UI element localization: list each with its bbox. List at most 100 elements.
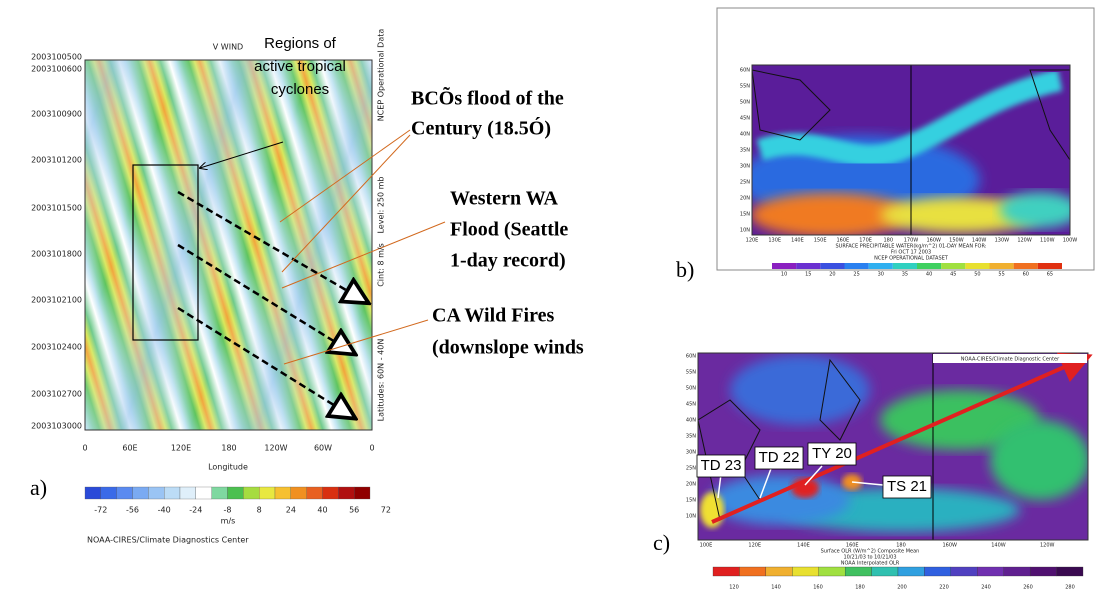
pointer <box>281 221 446 289</box>
lon-label: 130W <box>995 238 1010 244</box>
panel-b-plot-frame <box>751 64 1071 236</box>
lon-label: 110W <box>1040 238 1055 244</box>
colorbar-swatch <box>871 566 899 577</box>
colorbar-swatch <box>765 566 793 577</box>
colorbar-swatch <box>243 486 260 500</box>
colorbar-swatch <box>868 263 893 269</box>
colorbar-swatch <box>290 486 307 500</box>
lat-label: 30N <box>740 164 750 170</box>
lon-label: 120W <box>1040 543 1055 549</box>
lat-label: 10N <box>740 228 750 234</box>
colorbar-tick-label: -24 <box>189 506 202 515</box>
colorbar-swatch <box>132 486 149 500</box>
lon-label: 130E <box>768 238 781 244</box>
colorbar-tick-label: 260 <box>1023 585 1033 591</box>
lat-label: 30N <box>686 450 696 456</box>
credit-box <box>933 354 1087 363</box>
y-tick-label: 2003100900 <box>31 110 82 119</box>
colorbar-swatch <box>892 263 917 269</box>
caption: NOAA Interpolated OLR <box>841 561 900 567</box>
lon-label: 100E <box>700 543 713 549</box>
hovmoller-overlay <box>85 60 372 430</box>
plot-frame <box>84 59 373 431</box>
colorbar-swatch <box>818 566 846 577</box>
storm-label: TS 21 <box>887 478 927 495</box>
colorbar-unit: m/s <box>221 517 236 526</box>
x-axis-title: Longitude <box>208 463 248 472</box>
colorbar-swatch <box>195 486 212 500</box>
colorbar-swatch <box>1029 566 1057 577</box>
lon-label: 180 <box>884 238 894 244</box>
colorbar-tick-label: 65 <box>1047 272 1053 278</box>
colorbar-tick-label: -56 <box>126 506 139 515</box>
colorbar-tick-label: 72 <box>381 506 391 515</box>
x-tick-label: 180 <box>221 444 236 453</box>
colorbar-tick-label: 40 <box>317 506 327 515</box>
colorbar-swatch <box>1013 263 1038 269</box>
x-tick-label: 120W <box>264 444 287 453</box>
annotation: active tropical <box>254 58 346 75</box>
annotation: BCÕs flood of the <box>411 86 564 110</box>
credit: NOAA-CIRES/Climate Diagnostic Center <box>961 357 1060 363</box>
colorbar-swatch <box>924 566 952 577</box>
lon-label: 170E <box>859 238 872 244</box>
x-tick-label: 60W <box>314 444 332 453</box>
caption: Surface OLR (W/m^2) Composite Mean <box>821 549 920 555</box>
colorbar-tick-label: 35 <box>902 272 908 278</box>
lat-label: 60N <box>686 354 696 360</box>
colorbar-tick-label: 120 <box>729 585 739 591</box>
colorbar-swatch <box>116 486 133 500</box>
pointer <box>283 319 429 365</box>
colorbar-tick-label: 8 <box>257 506 262 515</box>
storm-label-box <box>696 454 746 478</box>
x-tick-label: 0 <box>82 444 87 453</box>
lat-label: 45N <box>740 116 750 122</box>
lat-label: 20N <box>686 482 696 488</box>
pointer <box>804 465 823 486</box>
colorbar-swatch <box>796 263 821 269</box>
colorbar-tick-label: 240 <box>981 585 991 591</box>
x-tick-label: 0 <box>369 444 374 453</box>
lon-label: 160E <box>837 238 850 244</box>
y-tick-label: 2003102400 <box>31 343 82 352</box>
colorbar-swatch <box>211 486 228 500</box>
propagation-line <box>177 190 358 297</box>
lon-label: 160W <box>943 543 958 549</box>
colorbar-tick-label: 30 <box>878 272 884 278</box>
lon-label: 120E <box>746 238 759 244</box>
colorbar-swatch <box>950 566 978 577</box>
colorbar-swatch <box>977 566 1004 577</box>
colorbar-tick-label: 160 <box>813 585 823 591</box>
lon-label: 160W <box>926 238 941 244</box>
colorbar-tick-label: 200 <box>897 585 907 591</box>
side-label: Cint: 8 m/s <box>377 243 386 287</box>
colorbar-tick-label: -8 <box>224 506 232 515</box>
colorbar-swatch <box>274 486 291 500</box>
annotation: CA Wild Fires <box>432 305 554 327</box>
annotation: Flood (Seattle <box>450 219 568 241</box>
y-tick-label: 2003103000 <box>31 422 82 431</box>
colorbar-tick-label: 50 <box>974 272 980 278</box>
storm-label-box <box>807 442 857 466</box>
panel-label: c) <box>653 530 670 555</box>
colorbar-tick-label: 40 <box>926 272 932 278</box>
colorbar-swatch <box>164 486 181 500</box>
colorbar-swatch <box>354 486 371 500</box>
colorbar-swatch <box>322 486 339 500</box>
colorbar-swatch <box>712 566 740 577</box>
colorbar-swatch <box>1056 566 1084 577</box>
pointer <box>279 129 411 223</box>
colorbar-swatch <box>84 486 101 500</box>
colorbar-swatch <box>917 263 942 269</box>
lat-label: 40N <box>740 132 750 138</box>
lat-label: 15N <box>686 498 696 504</box>
colorbar-swatch <box>989 263 1014 269</box>
lat-label: 50N <box>740 100 750 106</box>
storm-label-box <box>754 446 804 470</box>
colorbar-tick-label: 55 <box>998 272 1004 278</box>
colorbar-swatch <box>338 486 355 500</box>
y-tick-label: 2003100500 <box>31 53 82 62</box>
lon-label: 170W <box>904 238 919 244</box>
lat-label: 20N <box>740 196 750 202</box>
colorbar-tick-label: 20 <box>829 272 835 278</box>
